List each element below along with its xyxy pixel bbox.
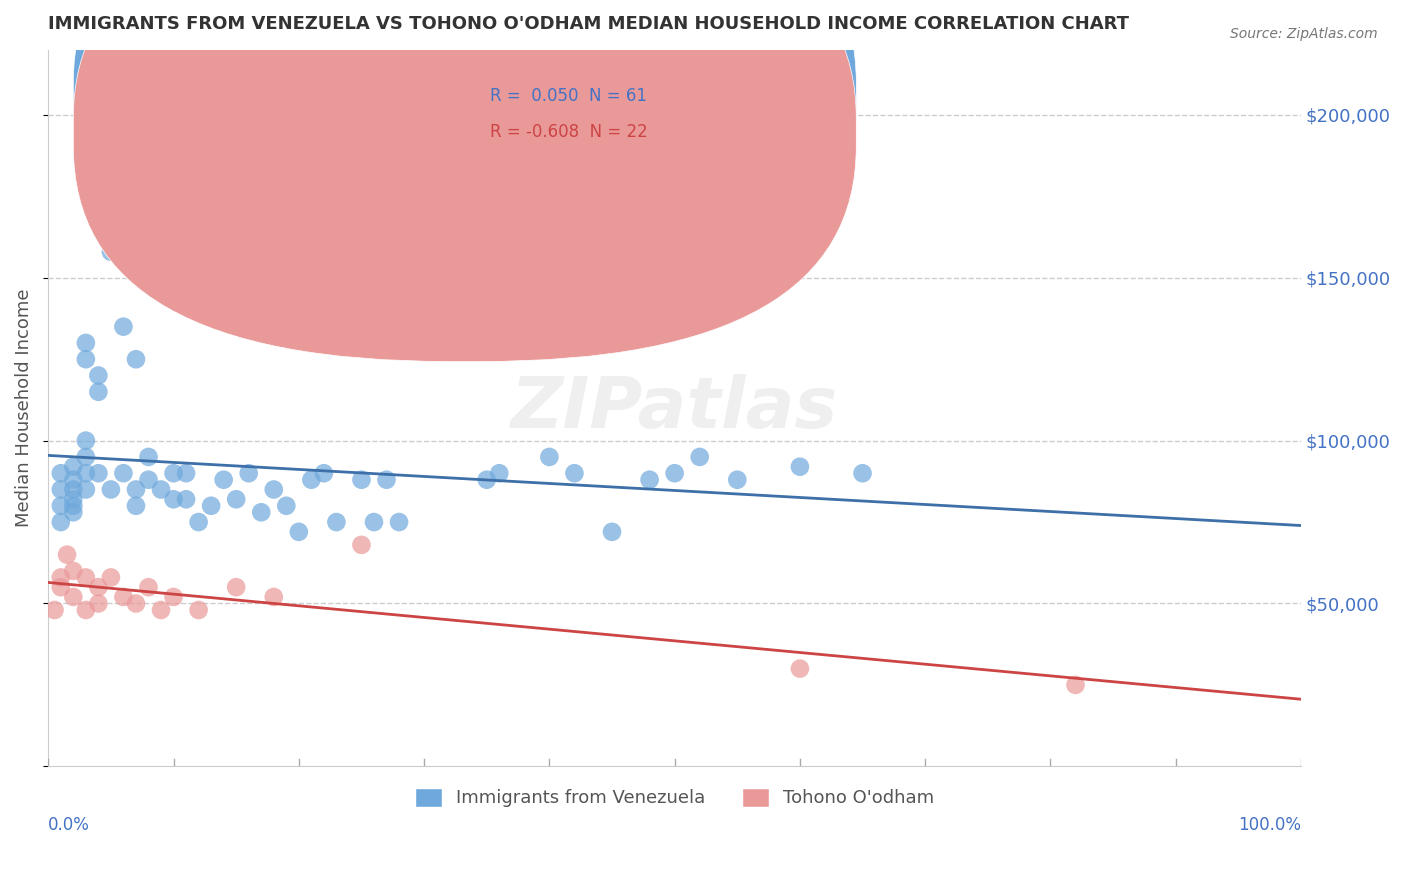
Legend: Immigrants from Venezuela, Tohono O'odham: Immigrants from Venezuela, Tohono O'odha… (408, 780, 942, 814)
Point (475, 473, 498, 487)
Point (125, 352, 148, 367)
FancyBboxPatch shape (73, 0, 856, 326)
Text: 100.0%: 100.0% (1239, 816, 1301, 835)
Point (125, 597, 148, 611)
Point (49, 515, 72, 529)
Point (325, 515, 347, 529)
Point (100, 222, 122, 236)
Point (75, 603, 97, 617)
Point (62, 505, 84, 519)
Point (75, 352, 97, 367)
Text: R = -0.608  N = 22: R = -0.608 N = 22 (491, 123, 648, 141)
Point (564, 467, 586, 481)
Point (238, 467, 260, 481)
Point (125, 483, 148, 497)
Point (87, 368, 110, 383)
Point (600, 524, 623, 539)
Point (112, 319, 135, 334)
Point (125, 499, 148, 513)
Point (225, 492, 247, 507)
Point (87, 580, 110, 594)
Point (851, 467, 873, 481)
Point (138, 580, 160, 594)
Point (75, 570, 97, 584)
Point (75, 450, 97, 464)
Point (62, 590, 84, 604)
Point (789, 662, 811, 676)
Point (100, 483, 122, 497)
Text: ZIPatlas: ZIPatlas (510, 374, 838, 442)
Point (638, 473, 661, 487)
Point (276, 499, 298, 513)
Text: IMMIGRANTS FROM VENEZUELA VS TOHONO O'ODHAM MEDIAN HOUSEHOLD INCOME CORRELATION : IMMIGRANTS FROM VENEZUELA VS TOHONO O'OD… (48, 15, 1129, 33)
Point (138, 450, 160, 464)
Point (56, 548, 79, 562)
Y-axis label: Median Household Income: Median Household Income (15, 289, 32, 527)
Point (62, 499, 84, 513)
Point (312, 467, 335, 481)
Point (263, 483, 285, 497)
Point (138, 473, 160, 487)
Point (75, 483, 97, 497)
Point (725, 473, 748, 487)
Text: Source: ZipAtlas.com: Source: ZipAtlas.com (1230, 27, 1378, 41)
Point (75, 335, 97, 350)
Point (250, 505, 273, 519)
Point (44, 603, 66, 617)
Point (350, 538, 373, 552)
Point (49, 483, 72, 497)
Point (62, 564, 84, 578)
Point (1064, 678, 1087, 692)
Point (789, 459, 811, 474)
Point (62, 459, 84, 474)
Point (174, 492, 197, 507)
Point (49, 570, 72, 584)
Point (62, 483, 84, 497)
Point (174, 467, 197, 481)
Point (664, 467, 686, 481)
Point (62, 473, 84, 487)
Point (225, 580, 247, 594)
Point (388, 515, 411, 529)
Text: 0.0%: 0.0% (48, 816, 90, 835)
Point (162, 590, 184, 604)
FancyBboxPatch shape (430, 61, 756, 161)
Point (200, 499, 222, 513)
Point (162, 467, 184, 481)
Point (488, 467, 510, 481)
Point (212, 473, 235, 487)
Point (62, 492, 84, 507)
Point (49, 580, 72, 594)
Point (49, 467, 72, 481)
Point (263, 590, 285, 604)
Point (150, 603, 173, 617)
FancyBboxPatch shape (73, 0, 856, 361)
Point (363, 515, 385, 529)
Point (538, 450, 561, 464)
Point (75, 467, 97, 481)
Point (689, 450, 711, 464)
Text: R =  0.050  N = 61: R = 0.050 N = 61 (491, 87, 648, 105)
Point (112, 467, 135, 481)
Point (100, 570, 122, 584)
Point (162, 492, 184, 507)
Point (375, 473, 398, 487)
Point (299, 473, 322, 487)
Point (288, 524, 311, 539)
Point (350, 473, 373, 487)
Point (87, 597, 110, 611)
Point (87, 467, 110, 481)
Point (187, 515, 209, 529)
Point (49, 499, 72, 513)
Point (187, 603, 209, 617)
Point (87, 384, 110, 399)
Point (112, 590, 135, 604)
Point (150, 483, 173, 497)
Point (75, 434, 97, 448)
Point (100, 244, 122, 259)
